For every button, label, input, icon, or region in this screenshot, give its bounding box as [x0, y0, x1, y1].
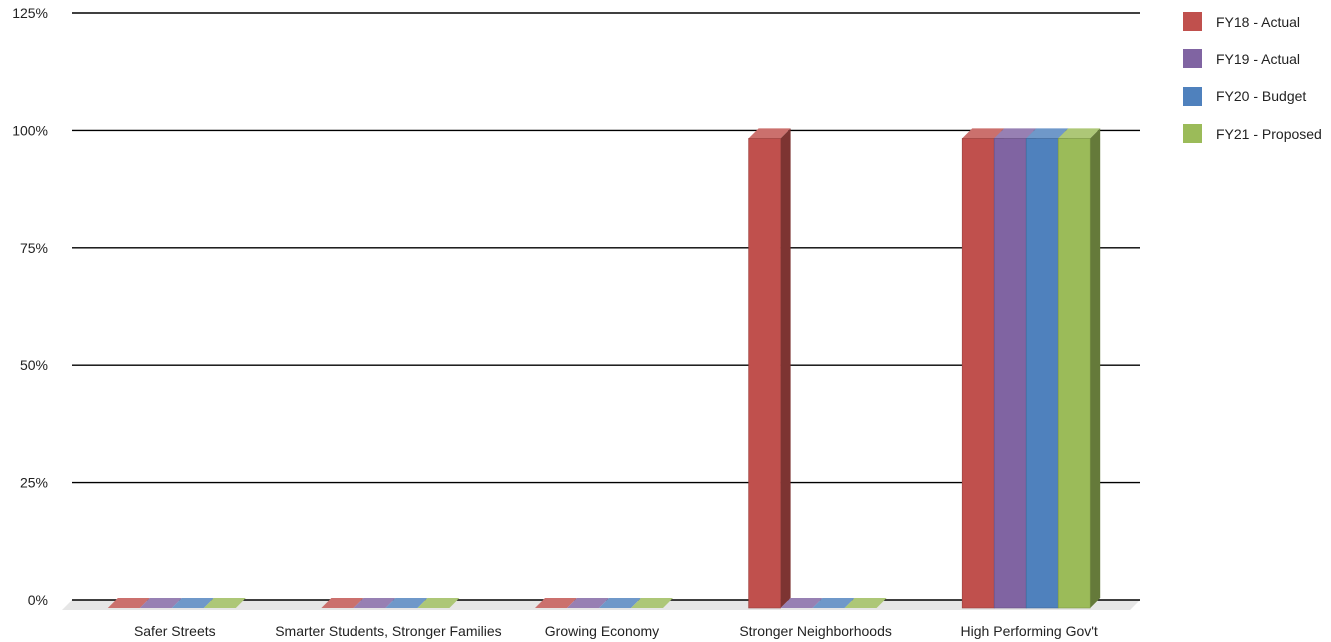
x-tick-label: Smarter Students, Stronger Families: [275, 623, 501, 639]
bar-side: [1090, 128, 1101, 608]
bar-top: [812, 598, 855, 608]
x-tick-label: Safer Streets: [134, 623, 216, 639]
legend-label: FY19 - Actual: [1216, 50, 1301, 67]
x-tick-label: Stronger Neighborhoods: [739, 623, 892, 639]
bar-front: [1025, 138, 1059, 609]
legend-swatch: [1183, 49, 1202, 69]
bar: [385, 598, 428, 608]
y-tick-label: 75%: [20, 240, 48, 256]
y-tick-label: 125%: [12, 5, 48, 21]
bar: [567, 598, 609, 608]
legend: FY18 - Actual FY19 - Actual FY20 - Budget F…: [1183, 3, 1331, 152]
bar-side: [780, 128, 791, 608]
legend-swatch: [1183, 124, 1202, 144]
bar-top: [1058, 128, 1101, 139]
bar-top: [203, 598, 246, 608]
bar: [203, 598, 246, 608]
x-tick-label: High Performing Gov't: [961, 623, 1098, 639]
bar-front: [748, 138, 781, 609]
bar-top: [631, 598, 673, 608]
bar: [139, 598, 182, 608]
legend-label: FY18 - Actual: [1216, 13, 1301, 30]
bar: [417, 598, 460, 608]
legend-swatch: [1183, 12, 1202, 32]
bar-top: [417, 598, 460, 608]
legend-label: FY20 - Budget: [1216, 88, 1307, 105]
bar-top: [599, 598, 641, 608]
bar: [599, 598, 641, 608]
bar: [321, 598, 364, 608]
bar-top: [107, 598, 150, 608]
bar-top: [1026, 128, 1069, 139]
y-tick-label: 25%: [20, 475, 48, 491]
bar-front: [993, 138, 1027, 609]
bar-top: [780, 598, 823, 608]
bar-top: [844, 598, 887, 608]
bar-top: [962, 128, 1005, 139]
x-axis: Safer Streets Smarter Students, Stronger …: [134, 623, 1098, 639]
bar-top: [385, 598, 428, 608]
bar: [844, 598, 887, 608]
legend-swatch: [1183, 86, 1202, 106]
bar: [535, 598, 577, 608]
bar-front: [961, 138, 995, 609]
bar: [171, 598, 214, 608]
bar-top: [994, 128, 1037, 139]
bar-top: [321, 598, 364, 608]
y-axis: 0% 25% 50% 75% 100% 125%: [12, 5, 48, 608]
legend-item: FY19 - Actual: [1183, 40, 1331, 77]
bar: [748, 128, 791, 609]
y-tick-label: 100%: [12, 122, 48, 138]
bar-front: [1057, 138, 1091, 609]
x-tick-label: Growing Economy: [545, 623, 659, 639]
bar: [107, 598, 150, 608]
bar-top: [139, 598, 182, 608]
y-tick-label: 0%: [28, 592, 48, 608]
bar-top: [353, 598, 396, 608]
legend-item: FY21 - Proposed: [1183, 115, 1331, 152]
bar: [780, 598, 823, 608]
bar: [1057, 128, 1101, 609]
bars: [107, 128, 1101, 609]
bar-top: [535, 598, 577, 608]
legend-item: FY20 - Budget: [1183, 78, 1331, 115]
legend-label: FY21 - Proposed: [1216, 125, 1322, 142]
bar: [353, 598, 396, 608]
bar: [812, 598, 855, 608]
bar-top: [567, 598, 609, 608]
bar-top: [748, 128, 791, 139]
legend-item: FY18 - Actual: [1183, 3, 1331, 40]
bar: [631, 598, 673, 608]
y-tick-label: 50%: [20, 357, 48, 373]
bar-top: [171, 598, 214, 608]
